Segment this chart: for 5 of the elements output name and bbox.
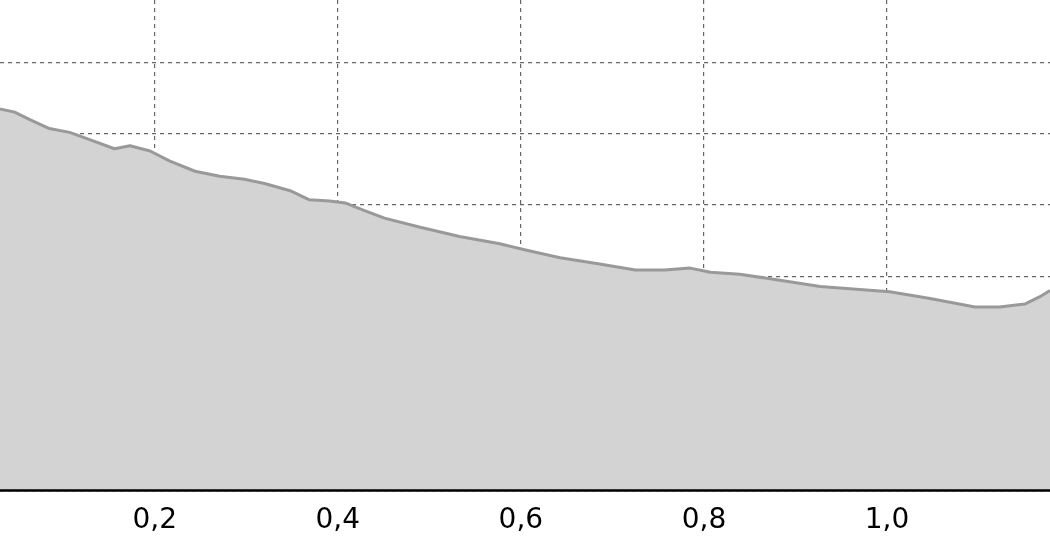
x-tick-label: 0,6 (498, 502, 544, 536)
x-tick-label: 0,4 (315, 502, 361, 536)
x-tick-label: 0,8 (681, 502, 727, 536)
x-tick-label: 0,2 (132, 502, 177, 536)
x-tick-label: 1,0 (864, 502, 910, 536)
